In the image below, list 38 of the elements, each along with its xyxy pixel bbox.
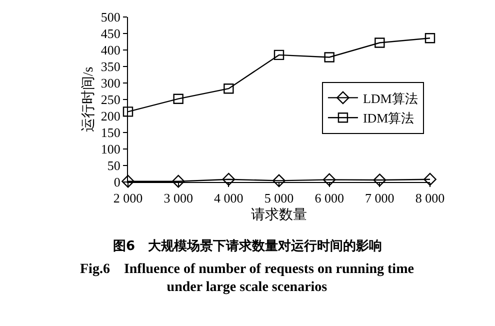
y-tick-label: 450 bbox=[100, 26, 120, 42]
x-axis-title: 请求数量 bbox=[251, 206, 307, 223]
point bbox=[122, 174, 134, 188]
point bbox=[274, 50, 284, 60]
x-tick-label: 6 000 bbox=[314, 190, 344, 206]
point bbox=[122, 106, 134, 117]
y-tick-label: 300 bbox=[100, 76, 120, 91]
y-tick-label: 100 bbox=[100, 142, 120, 157]
y-tick-label: 150 bbox=[100, 125, 120, 140]
y-tick-label: 250 bbox=[100, 92, 120, 108]
x-tick-label: 5 000 bbox=[264, 190, 294, 206]
point bbox=[173, 94, 184, 104]
legend-label: IDM算法 bbox=[362, 110, 414, 126]
point bbox=[224, 84, 234, 94]
x-tick-label: 7 000 bbox=[365, 190, 394, 206]
y-tick-label: 500 bbox=[100, 10, 120, 25]
y-tick-label: 200 bbox=[100, 108, 120, 124]
point bbox=[424, 172, 436, 186]
x-tick-label: 2 000 bbox=[113, 190, 143, 206]
y-tick-label: 50 bbox=[107, 158, 120, 174]
x-tick-label: 8 000 bbox=[415, 190, 445, 206]
y-tick-label: 350 bbox=[100, 59, 120, 74]
point bbox=[424, 33, 436, 44]
text: Fig.6 Influence of number of requests on running time under large scale scenarios bbox=[80, 262, 414, 296]
point bbox=[374, 38, 385, 48]
point bbox=[222, 172, 236, 186]
text: 图6 大规模场景下请求数量对运行时间的影响 bbox=[113, 238, 382, 254]
legend-label: LDM算法 bbox=[362, 90, 418, 106]
point bbox=[322, 173, 336, 186]
x-tick-label: 3 000 bbox=[164, 190, 193, 206]
point bbox=[324, 52, 334, 62]
point bbox=[373, 174, 386, 186]
x-tick-label: 4 000 bbox=[214, 190, 244, 206]
point bbox=[172, 174, 185, 188]
y-axis-title: 运行时间/s bbox=[80, 66, 96, 132]
y-tick-label: 400 bbox=[100, 42, 120, 58]
point bbox=[272, 174, 286, 188]
y-tick-label: 0 bbox=[114, 174, 120, 190]
